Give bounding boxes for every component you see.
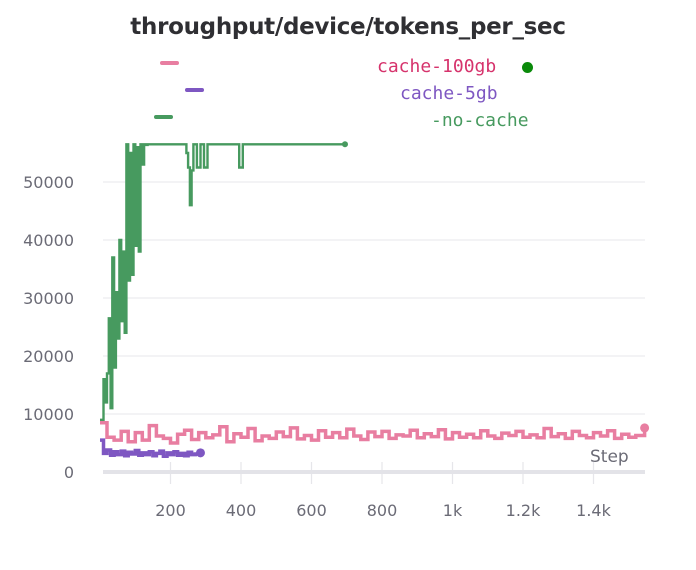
y-tick-label: 10000 (23, 405, 74, 424)
legend-label-cache-100gb[interactable]: cache-100gb (377, 56, 497, 77)
x-tick-label: 400 (226, 501, 257, 520)
y-axis-ticks: 0 10000 20000 30000 40000 50000 (23, 173, 74, 482)
run-status-dot-icon (522, 62, 533, 73)
y-tick-label: 40000 (23, 231, 74, 250)
x-axis-ticks: 200 400 600 800 1k 1.2k 1.4k (155, 501, 611, 520)
series-end-marker-no-cache (341, 141, 348, 148)
x-tick-label: 1.4k (576, 501, 611, 520)
y-tick-label: 30000 (23, 289, 74, 308)
gridlines (103, 181, 645, 484)
chart-title: throughput/device/tokens_per_sec (130, 14, 566, 40)
legend-swatch-cache-5gb (185, 88, 204, 92)
x-tick-label: 600 (296, 501, 327, 520)
x-tick-label: 800 (367, 501, 398, 520)
legend-label-no-cache[interactable]: -no-cache (431, 110, 529, 131)
series-end-marker-cache-100gb (640, 423, 650, 433)
series-end-marker-cache-5gb (195, 448, 205, 458)
series-line-cache-5gb[interactable] (100, 438, 203, 459)
series-line-no-cache[interactable] (100, 143, 345, 421)
y-tick-label: 0 (64, 463, 74, 482)
x-tick-label: 1k (443, 501, 463, 520)
x-axis-label: Step (590, 447, 629, 467)
series-line-cache-100gb[interactable] (100, 420, 647, 445)
legend-swatch-cache-100gb (160, 61, 179, 65)
legend-swatch-no-cache (154, 115, 173, 119)
series-lines (100, 141, 650, 459)
legend-label-cache-5gb[interactable]: cache-5gb (400, 83, 498, 104)
y-tick-label: 20000 (23, 347, 74, 366)
x-tick-label: 200 (155, 501, 186, 520)
x-tick-label: 1.2k (506, 501, 541, 520)
y-tick-label: 50000 (23, 173, 74, 192)
